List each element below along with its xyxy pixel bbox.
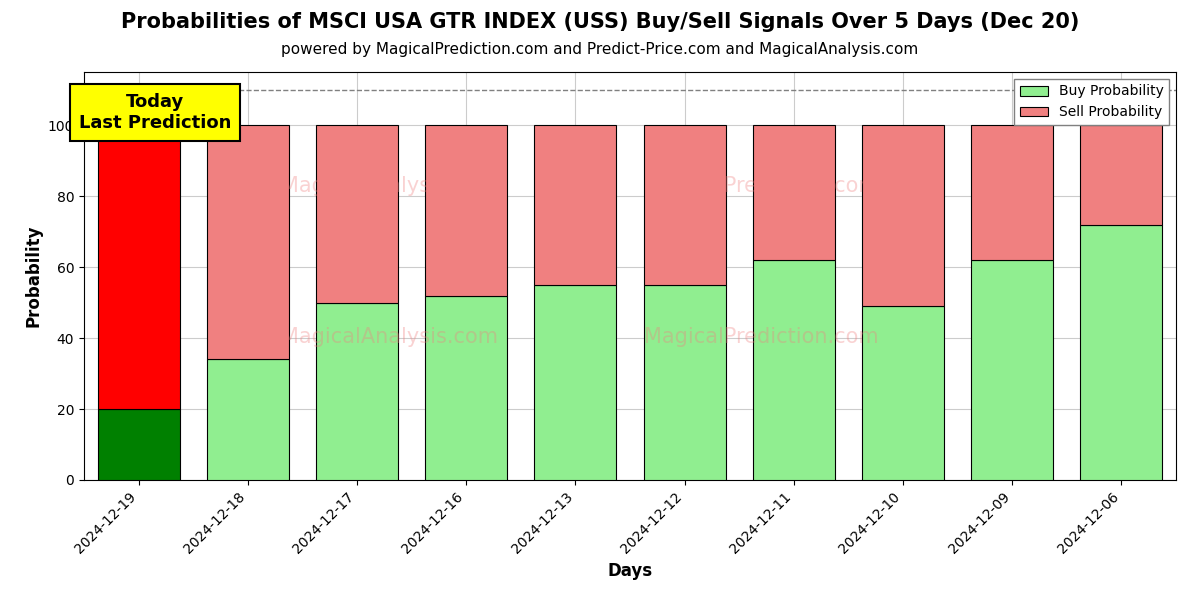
Text: MagicalPrediction.com: MagicalPrediction.com — [643, 327, 878, 347]
Bar — [752, 125, 835, 260]
Text: Probabilities of MSCI USA GTR INDEX (USS) Buy/Sell Signals Over 5 Days (Dec 20): Probabilities of MSCI USA GTR INDEX (USS… — [121, 12, 1079, 32]
X-axis label: Days: Days — [607, 562, 653, 580]
Text: Today
Last Prediction: Today Last Prediction — [79, 93, 232, 132]
Bar — [1080, 224, 1163, 480]
Text: powered by MagicalPrediction.com and Predict-Price.com and MagicalAnalysis.com: powered by MagicalPrediction.com and Pre… — [281, 42, 919, 57]
Text: MagicalPrediction.com: MagicalPrediction.com — [643, 176, 878, 196]
Bar — [1080, 125, 1163, 224]
Bar — [425, 125, 508, 296]
Y-axis label: Probability: Probability — [24, 225, 42, 327]
Text: MagicalAnalysis.com: MagicalAnalysis.com — [281, 327, 498, 347]
Bar — [425, 296, 508, 480]
Bar — [752, 260, 835, 480]
Bar — [971, 260, 1054, 480]
Bar — [97, 125, 180, 409]
Bar — [862, 306, 944, 480]
Bar — [316, 125, 398, 302]
Bar — [534, 285, 617, 480]
Bar — [862, 125, 944, 306]
Bar — [316, 302, 398, 480]
Bar — [643, 125, 726, 285]
Bar — [97, 409, 180, 480]
Bar — [971, 125, 1054, 260]
Text: MagicalAnalysis.com: MagicalAnalysis.com — [281, 176, 498, 196]
Legend: Buy Probability, Sell Probability: Buy Probability, Sell Probability — [1014, 79, 1169, 125]
Bar — [206, 359, 289, 480]
Bar — [534, 125, 617, 285]
Bar — [206, 125, 289, 359]
Bar — [643, 285, 726, 480]
